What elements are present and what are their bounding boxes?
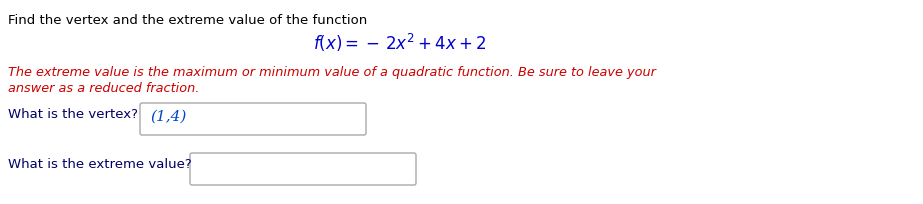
Text: What is the vertex?: What is the vertex? [8,108,138,121]
FancyBboxPatch shape [190,153,416,185]
Text: answer as a reduced fraction.: answer as a reduced fraction. [8,82,199,95]
Text: The extreme value is the maximum or minimum value of a quadratic function. Be su: The extreme value is the maximum or mini… [8,66,656,79]
FancyBboxPatch shape [140,103,366,135]
Text: Find the vertex and the extreme value of the function: Find the vertex and the extreme value of… [8,14,367,27]
Text: What is the extreme value?: What is the extreme value? [8,158,192,171]
Text: $f(x) = -\,2x^2 + 4x + 2$: $f(x) = -\,2x^2 + 4x + 2$ [313,32,486,54]
Text: (1,4): (1,4) [150,110,186,124]
